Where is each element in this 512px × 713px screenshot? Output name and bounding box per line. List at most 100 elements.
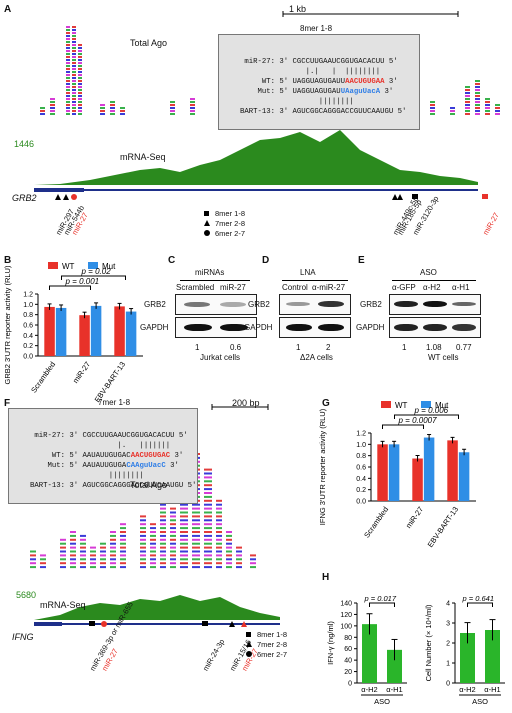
y-tick-label: 1 [446, 661, 450, 668]
f-mrna-seq-track-label: mRNA-Seq [40, 600, 86, 610]
site-marker [397, 194, 403, 200]
y-tick-label: 100 [340, 623, 352, 630]
y-axis-label: IFN-γ (ng/ml) [326, 621, 335, 665]
y-tick-label: 0.6 [23, 323, 33, 330]
seq-line: |||||||| [65, 472, 153, 480]
site-marker [202, 621, 208, 626]
panel-label-a: A [4, 4, 12, 15]
seq-line: WT: 5′ AAUAUUGUGACAACUGUGAC 3′ [51, 452, 184, 460]
blot-d-row-grb2: GRB2 [248, 300, 270, 309]
y-tick-label: 0.8 [356, 453, 366, 460]
seq-line: |||||||| [275, 98, 363, 106]
scale-bar-label: 1 kb [289, 4, 307, 14]
x-tick-label: Scrambled [362, 505, 390, 540]
x-tick-label: EBV-BART-13 [426, 505, 461, 549]
panel-label-d: D [262, 255, 270, 266]
seq-line: miR-27: 3′ CGCCUUGAAUCGGUGACACUU 5′ [34, 432, 188, 440]
blot-e-gapdh [389, 317, 481, 338]
y-tick-label: 3 [446, 621, 450, 628]
p-value: p = 0.017 [364, 594, 397, 603]
p-value: p = 0.006 [414, 406, 449, 415]
x-tick-label: Scrambled [29, 360, 57, 395]
total-ago-track-label: Total Ago [130, 38, 168, 48]
gene-label-grb2: GRB2 [12, 193, 37, 203]
y-tick-label: 120 [340, 612, 352, 619]
blot-c-col-2: miR-27 [220, 283, 246, 292]
f-seq-alignment-box: miR-27: 3′ CGCCUUGAAUCGGUGACACUU 5′ |. |… [8, 408, 198, 504]
bar [387, 649, 402, 683]
panel-label-g: G [322, 398, 330, 409]
legend-wt: WT [62, 262, 75, 271]
x-tick-label: miR-27 [404, 505, 425, 530]
seq-line: Mut: 5′ AAUAUUGUGACAAguUacC 3′ [47, 462, 179, 470]
x-tick-label: α-H2 [459, 685, 475, 694]
y-tick-label: 60 [344, 646, 352, 653]
blot-c-row-grb2: GRB2 [144, 300, 166, 309]
bar-mut [423, 437, 435, 501]
blot-c-col-1: Scrambled [176, 283, 215, 292]
y-tick-label: 0.4 [356, 476, 366, 483]
seq-line: |. ||||||| [65, 442, 175, 450]
bar-wt [79, 315, 90, 356]
x-tick-label: α-H1 [484, 685, 500, 694]
blot-c-grb2 [175, 294, 257, 315]
legend-mut: Mut [102, 262, 116, 271]
blot-e-grb2 [389, 294, 481, 315]
y-tick-label: 0.0 [23, 354, 33, 361]
bar-mut [458, 452, 470, 501]
bar-wt [114, 306, 125, 356]
blot-d-row-gapdh: GAPDH [244, 323, 273, 332]
blot-e-col-3: α-H1 [452, 283, 470, 292]
blot-e-cells: WT cells [428, 353, 459, 362]
legend-wt: WT [395, 401, 408, 410]
y-tick-label: 0 [348, 681, 352, 688]
site-marker [482, 194, 488, 199]
panel-label-h: H [322, 572, 330, 583]
blot-e-row-grb2: GRB2 [360, 300, 382, 309]
bar [460, 633, 475, 683]
f-site-markers [89, 621, 247, 627]
bar-mut [55, 307, 67, 356]
y-axis-label: IFNG 3′UTR reporter activity (RLU) [318, 408, 327, 525]
blot-c-header: miRNAs [195, 268, 225, 277]
p-value: p = 0.0007 [398, 416, 438, 425]
group-label: ASO [472, 697, 488, 706]
blot-c-quant-2: 0.6 [230, 343, 242, 352]
p-value: p = 0.001 [65, 277, 100, 286]
y-tick-label: 0.8 [23, 312, 33, 319]
blot-d-col-2: α-miR-27 [312, 283, 346, 292]
blot-e-col-1: α-GFP [392, 283, 416, 292]
site-marker [63, 194, 69, 200]
p-value: p = 0.641 [462, 594, 495, 603]
site-marker [89, 621, 95, 626]
site-marker [392, 194, 398, 200]
y-tick-label: 80 [344, 635, 352, 642]
y-tick-label: 1.2 [23, 292, 33, 299]
gene-label-ifng: IFNG [12, 632, 34, 642]
seq-line: |.| | |||||||| [275, 68, 381, 76]
f-mrna-max-value: 5680 [16, 590, 37, 600]
panel-label-f: F [4, 398, 11, 409]
blot-d-gapdh [279, 317, 351, 338]
blot-d-quant-2: 2 [326, 343, 331, 352]
y-tick-label: 0.0 [356, 499, 366, 506]
blot-e-row-gapdh: GAPDH [356, 323, 385, 332]
site-marker [229, 621, 235, 627]
y-tick-label: 0.2 [23, 343, 33, 350]
y-tick-label: 40 [344, 658, 352, 665]
blot-e-header: ASO [420, 268, 437, 277]
blot-d-cells: Δ2A cells [300, 353, 333, 362]
seq-line: BART-13: 3′ AGUCGGCAGGGACCGUUCAAUGU 5′ [29, 482, 197, 490]
bar-wt [44, 306, 55, 356]
bar [362, 624, 377, 683]
x-tick-label: miR-27 [71, 360, 92, 385]
panel-label-e: E [358, 255, 365, 266]
site-marker [101, 621, 107, 627]
y-tick-label: 4 [446, 601, 450, 608]
blot-d-header: LNA [300, 268, 316, 277]
panel-f-tracks [30, 404, 280, 626]
y-tick-label: 1.0 [356, 442, 366, 449]
group-label: ASO [374, 697, 390, 706]
